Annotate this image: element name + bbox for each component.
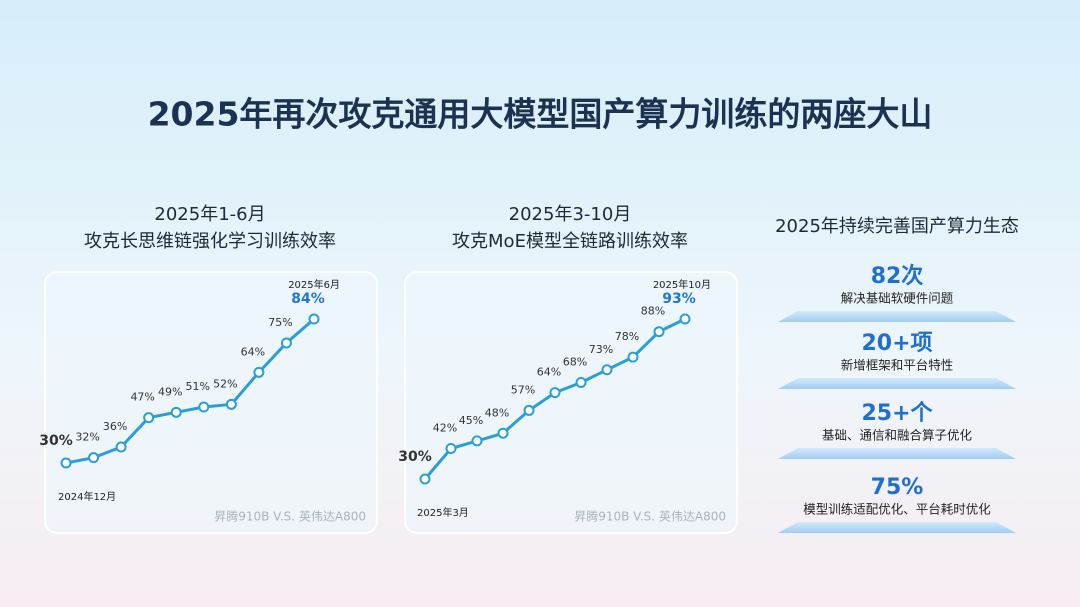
point <box>170 406 182 418</box>
chart-title: 2025年3-10月 <box>509 204 632 225</box>
value-label: 51% <box>186 380 210 393</box>
point <box>143 412 155 424</box>
chart-title: 2025年1-6月 <box>154 204 265 225</box>
point <box>308 313 320 325</box>
value-label: 93% <box>662 291 696 307</box>
value-label: 68% <box>563 355 587 368</box>
value-label: 30% <box>39 433 73 449</box>
point <box>653 326 665 338</box>
value-label: 49% <box>158 385 182 398</box>
value-label: 84% <box>291 291 325 307</box>
point <box>198 401 210 413</box>
stat-base <box>778 378 1016 389</box>
chart-subtitle: 攻克长思维链强化学习训练效率 <box>84 231 336 252</box>
value-label: 88% <box>641 305 665 318</box>
value-label: 42% <box>433 422 457 435</box>
point <box>549 387 561 399</box>
point <box>419 473 431 485</box>
value-label: 75% <box>268 316 292 329</box>
page-title: 2025年再次攻克通用大模型国产算力训练的两座大山 <box>148 95 933 134</box>
chart-subtitle: 攻克MoE模型全链路训练效率 <box>452 231 688 252</box>
value-label: 48% <box>485 406 509 419</box>
value-label: 64% <box>241 345 265 358</box>
point <box>627 351 639 363</box>
point <box>679 313 691 325</box>
value-label: 64% <box>537 366 561 379</box>
value-label: 78% <box>615 330 639 343</box>
stat-base <box>778 522 1016 533</box>
point <box>575 376 587 388</box>
start-label: 2024年12月 <box>58 490 116 503</box>
value-label: 32% <box>75 431 99 444</box>
line <box>65 317 315 465</box>
point <box>601 364 613 376</box>
stat-base <box>778 448 1016 459</box>
end-label: 2025年10月 <box>653 278 711 291</box>
point <box>88 452 100 464</box>
stat-label: 模型训练适配优化、平台耗时优化 <box>803 502 991 517</box>
stat-label: 解决基础软硬件问题 <box>841 291 954 306</box>
point <box>471 435 483 447</box>
value-label: 57% <box>511 383 535 396</box>
ecosystem-title: 2025年持续完善国产算力生态 <box>775 216 1019 237</box>
point <box>280 337 292 349</box>
note: 昇腾910B V.S. 英伟达A800 <box>574 509 726 524</box>
stat-value: 82次 <box>871 263 924 289</box>
point <box>497 427 509 439</box>
value-label: 45% <box>459 414 483 427</box>
value-label: 73% <box>589 343 613 356</box>
value-label: 52% <box>213 377 237 390</box>
point <box>225 398 237 410</box>
stat-label: 基础、通信和融合算子优化 <box>822 428 973 443</box>
stat-label: 新增框架和平台特性 <box>841 358 954 373</box>
stat-value: 75% <box>871 475 924 500</box>
point <box>253 366 265 378</box>
end-label: 2025年6月 <box>288 278 340 291</box>
stat-base <box>778 311 1016 322</box>
point <box>60 457 72 469</box>
value-label: 36% <box>103 420 127 433</box>
point <box>523 404 535 416</box>
start-label: 2025年3月 <box>417 506 469 519</box>
point <box>115 441 127 453</box>
stat-value: 25+个 <box>861 401 933 426</box>
point <box>445 443 457 455</box>
value-label: 30% <box>398 449 432 465</box>
value-label: 47% <box>130 391 154 404</box>
stat-value: 20+项 <box>861 331 932 356</box>
panel <box>404 271 738 534</box>
note: 昇腾910B V.S. 英伟达A800 <box>214 509 366 524</box>
